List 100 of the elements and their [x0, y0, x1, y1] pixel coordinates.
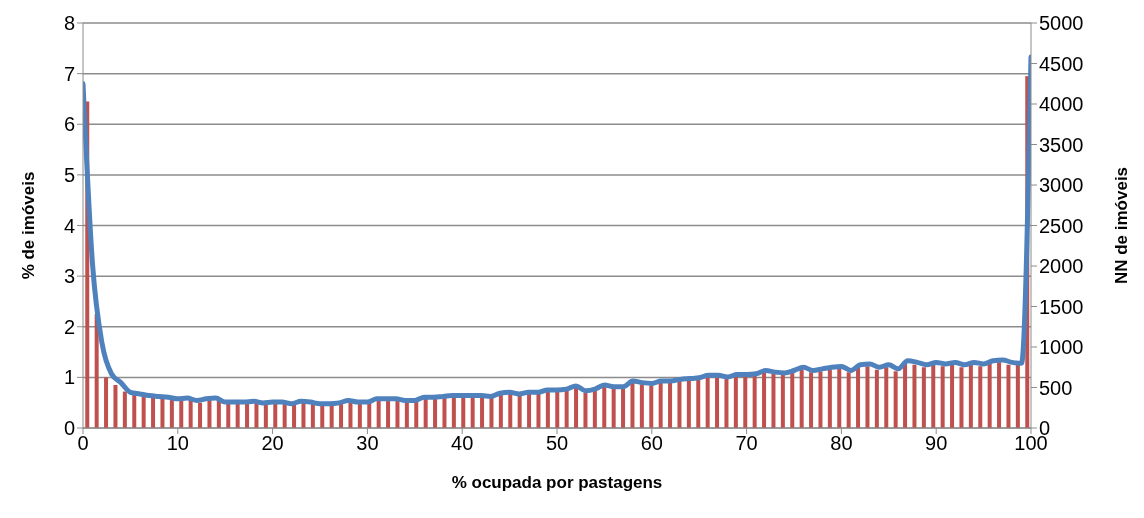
bar	[611, 388, 616, 428]
bar	[348, 401, 353, 428]
bar	[151, 397, 156, 428]
y2-tick-label: 500	[1039, 376, 1073, 399]
bar	[574, 387, 579, 428]
y2-tick-label: 2500	[1039, 214, 1084, 237]
y2-tick-label: 2000	[1039, 255, 1084, 278]
bar	[179, 400, 184, 428]
bar	[564, 390, 569, 428]
bar	[912, 364, 917, 428]
bar	[931, 364, 936, 428]
y2-tick-label: 1500	[1039, 295, 1084, 318]
bar	[715, 377, 720, 428]
bar	[771, 373, 776, 428]
bar	[545, 391, 550, 428]
bar	[940, 366, 945, 428]
bar	[1015, 362, 1020, 428]
bar	[968, 364, 973, 428]
bar	[169, 399, 174, 428]
bar	[198, 402, 203, 428]
bar	[160, 398, 165, 428]
x-tick-label: 0	[77, 432, 89, 455]
bar	[997, 362, 1002, 428]
bar	[837, 368, 842, 428]
bar	[489, 397, 494, 428]
bar	[498, 394, 503, 428]
bar	[762, 372, 767, 428]
bar	[536, 393, 541, 428]
bar	[527, 393, 532, 428]
bar	[752, 375, 757, 428]
y-tick-label: 4	[63, 214, 75, 237]
bar	[959, 367, 964, 428]
y-tick-label: 5	[63, 163, 75, 186]
bar	[207, 400, 212, 428]
bar	[480, 396, 485, 428]
bar	[884, 367, 889, 428]
bar	[508, 393, 513, 428]
bar	[733, 376, 738, 428]
y-tick-label: 6	[63, 113, 75, 136]
x-tick-label: 20	[261, 432, 284, 455]
bar	[245, 403, 250, 428]
bar	[263, 403, 268, 428]
bar	[903, 363, 908, 428]
bar	[639, 384, 644, 428]
bar	[1006, 364, 1011, 428]
y-tick-label: 7	[63, 62, 75, 85]
bar	[846, 372, 851, 428]
bar	[376, 399, 381, 428]
y-axis-title: % de imóveis	[19, 171, 39, 280]
bar	[141, 396, 146, 428]
y2-tick-label: 4000	[1039, 93, 1084, 116]
bar	[104, 377, 109, 428]
x-tick-label: 80	[830, 432, 853, 455]
x-tick-label: 30	[356, 432, 379, 455]
bar	[602, 386, 607, 428]
y-tick-label: 0	[63, 417, 75, 440]
bar	[658, 382, 663, 428]
bar	[433, 398, 438, 428]
y2-tick-label: 1000	[1039, 336, 1084, 359]
bar	[818, 371, 823, 428]
bar	[621, 388, 626, 428]
x-tick-label: 50	[545, 432, 569, 455]
bar	[668, 382, 673, 428]
bar	[630, 382, 635, 428]
bar	[404, 401, 409, 428]
bar	[414, 401, 419, 428]
y-tick-label: 1	[63, 366, 75, 389]
bar	[470, 396, 475, 428]
bar	[442, 397, 447, 428]
bar	[226, 403, 231, 428]
bar	[790, 372, 795, 428]
bar	[743, 376, 748, 428]
bar	[856, 367, 861, 428]
bar	[987, 363, 992, 428]
bar	[301, 402, 306, 428]
bar	[292, 404, 297, 428]
bar	[677, 381, 682, 428]
y2-tick-label: 4500	[1039, 52, 1084, 75]
bar	[122, 391, 127, 428]
bar	[686, 380, 691, 428]
x-tick-label: 60	[640, 432, 663, 455]
bar	[893, 371, 898, 428]
y2-tick-label: 3000	[1039, 174, 1084, 197]
bar	[950, 364, 955, 428]
bar	[517, 395, 522, 428]
bar	[592, 390, 597, 428]
x-tick-label: 10	[166, 432, 189, 455]
y2-tick-label: 5000	[1039, 12, 1084, 35]
bar	[555, 391, 560, 428]
bar	[921, 367, 926, 428]
y-tick-label: 3	[63, 265, 75, 288]
bar	[583, 392, 588, 428]
bar	[461, 396, 466, 428]
bar	[339, 403, 344, 428]
x-tick-label: 70	[735, 432, 758, 455]
bar	[724, 378, 729, 428]
bar	[809, 372, 814, 428]
y-tick-label: 2	[63, 315, 75, 338]
bar	[780, 374, 785, 428]
bar	[113, 384, 118, 428]
